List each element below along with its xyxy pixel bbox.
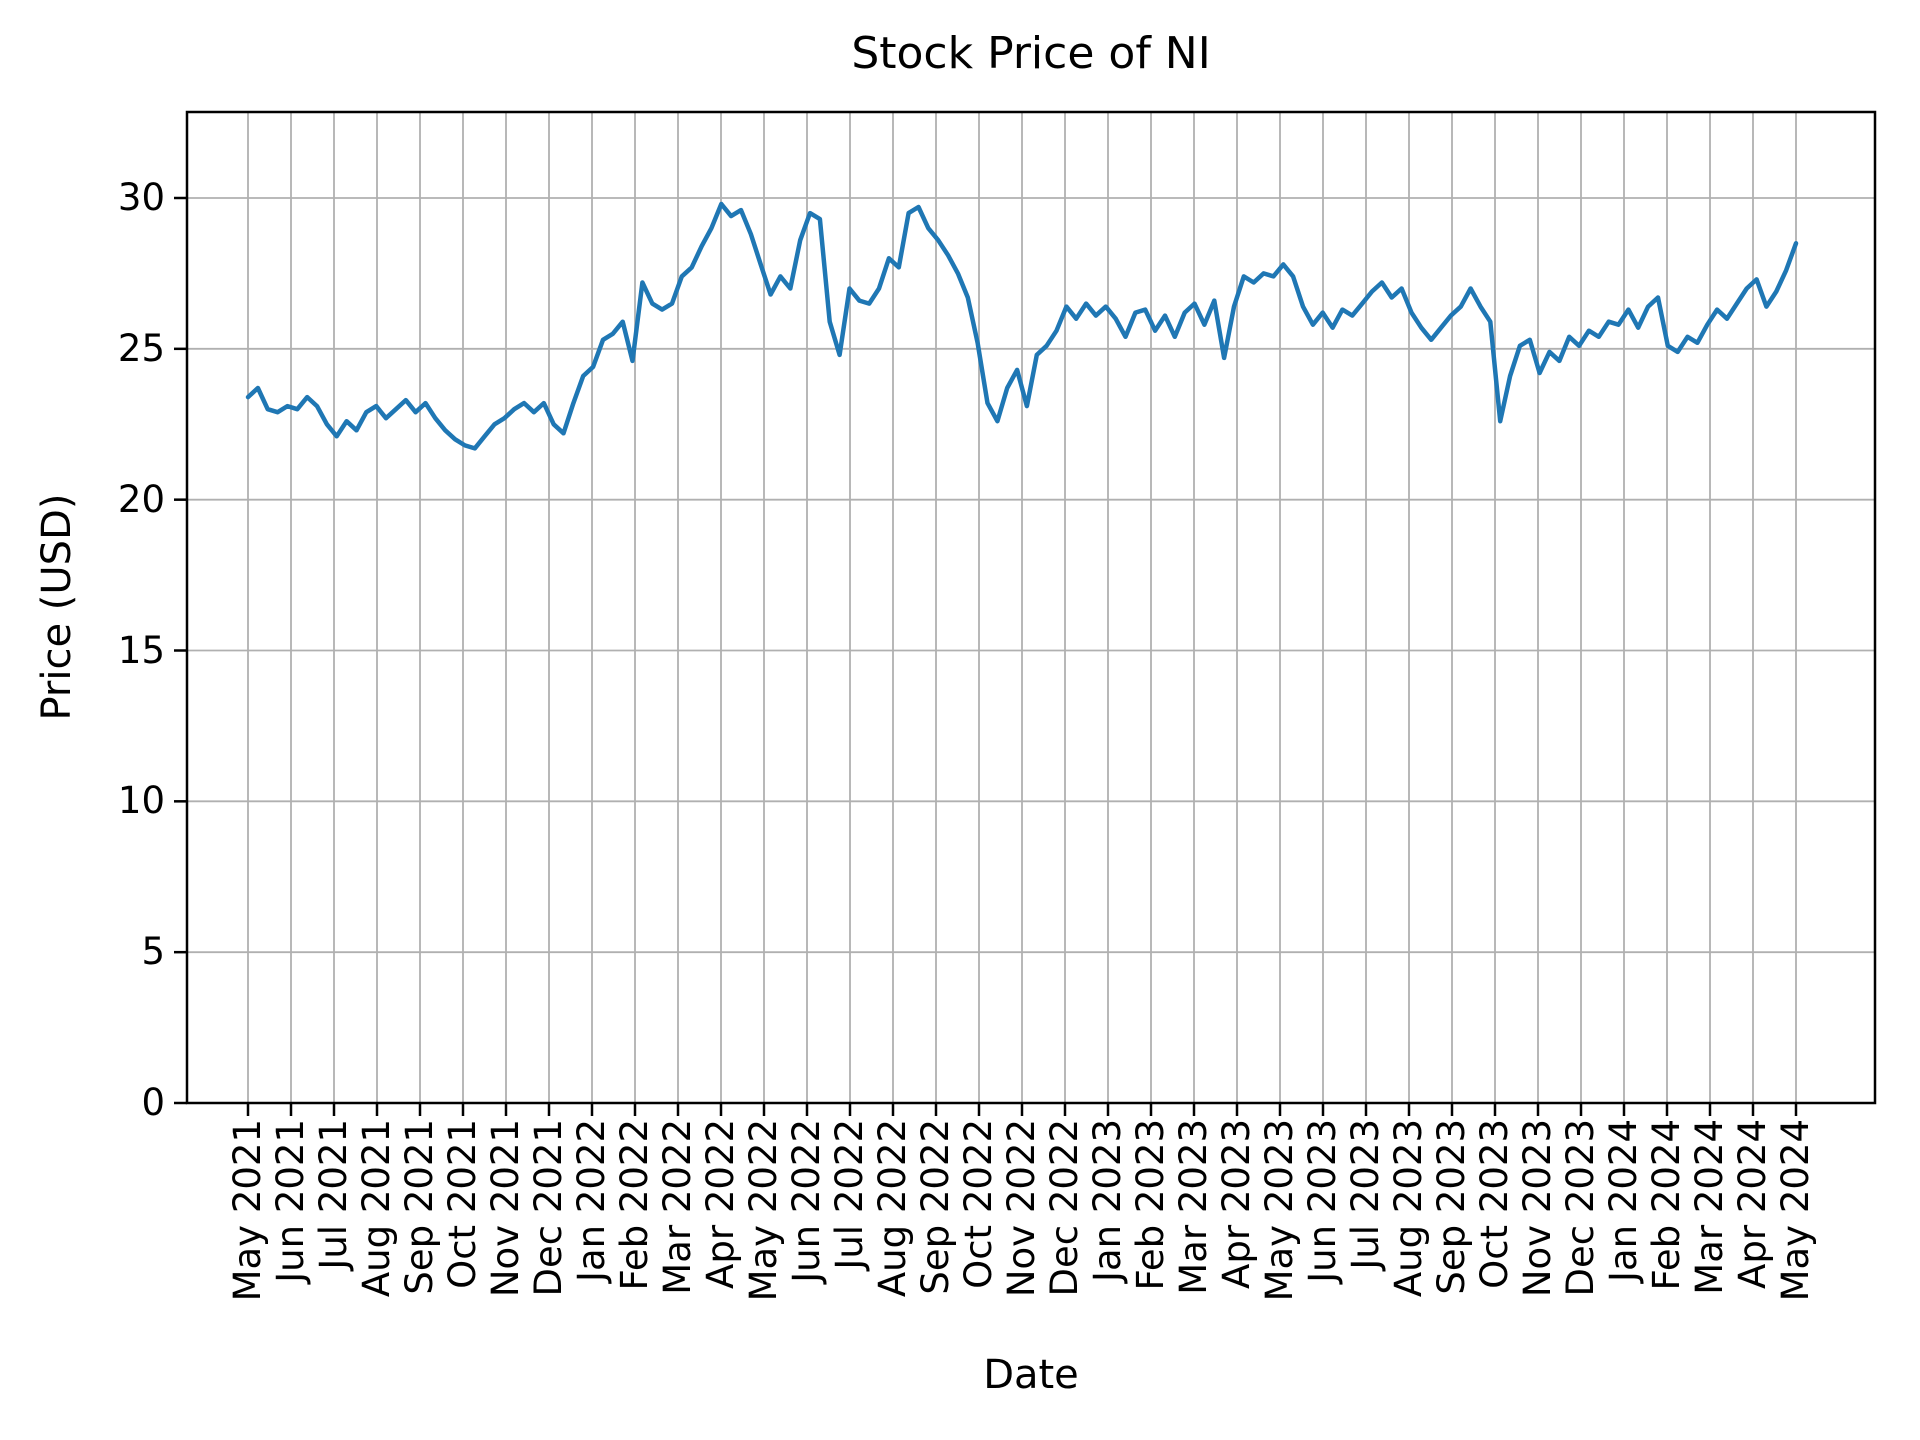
x-tick-label: Nov 2022 <box>1000 1119 1043 1298</box>
x-tick-label: Aug 2021 <box>355 1119 398 1298</box>
x-tick-label: Nov 2023 <box>1516 1119 1559 1298</box>
x-tick-label: May 2024 <box>1774 1119 1817 1302</box>
x-tick-label: Dec 2021 <box>527 1119 570 1297</box>
x-tick-label: Jun 2023 <box>1301 1119 1344 1283</box>
x-tick-label: Feb 2023 <box>1129 1119 1172 1291</box>
x-tick-label: Feb 2022 <box>613 1119 656 1291</box>
x-tick-label: Jan 2022 <box>570 1119 613 1282</box>
x-tick-label: Aug 2022 <box>871 1119 914 1298</box>
x-tick-label: Aug 2023 <box>1387 1119 1430 1298</box>
chart-title: Stock Price of NI <box>851 28 1211 79</box>
x-tick-label: Apr 2022 <box>699 1119 742 1289</box>
x-tick-label: Feb 2024 <box>1645 1119 1688 1291</box>
x-tick-label: Sep 2022 <box>914 1119 957 1295</box>
x-tick-label: Sep 2023 <box>1430 1119 1473 1295</box>
x-tick-label: May 2021 <box>226 1119 269 1302</box>
y-axis-label: Price (USD) <box>34 493 80 721</box>
x-tick-label: Apr 2023 <box>1215 1119 1258 1289</box>
x-tick-label: Dec 2023 <box>1559 1119 1602 1297</box>
price-line-series <box>245 201 1799 451</box>
y-tick-label: 20 <box>117 477 165 521</box>
x-tick-label: Jul 2021 <box>312 1119 355 1270</box>
x-tick-label: Mar 2024 <box>1688 1119 1731 1295</box>
y-tick-label: 5 <box>141 930 165 974</box>
x-tick-label: Mar 2023 <box>1172 1119 1215 1295</box>
y-tick-label: 15 <box>117 628 165 672</box>
x-tick-label: May 2022 <box>742 1119 785 1302</box>
y-tick-label: 10 <box>117 779 165 823</box>
x-axis-label: Date <box>983 1352 1079 1398</box>
x-tick-label: Jan 2024 <box>1602 1119 1645 1282</box>
x-tick-label: Jun 2021 <box>269 1119 312 1283</box>
x-tick-label: Mar 2022 <box>656 1119 699 1295</box>
x-tick-label: Nov 2021 <box>484 1119 527 1298</box>
x-tick-label: Jul 2023 <box>1344 1119 1387 1270</box>
x-tick-label: Oct 2021 <box>441 1119 484 1289</box>
y-tick-label: 30 <box>117 176 165 219</box>
plot-border <box>185 110 1877 1105</box>
y-tick-label: 0 <box>141 1081 165 1124</box>
x-tick-label: Jan 2023 <box>1086 1119 1129 1282</box>
x-tick-label: Oct 2022 <box>957 1119 1000 1289</box>
x-tick-label: Jul 2022 <box>828 1119 871 1270</box>
x-tick-label: May 2023 <box>1258 1119 1301 1302</box>
x-tick-label: Oct 2023 <box>1473 1119 1516 1289</box>
x-tick-label: Jun 2022 <box>785 1119 828 1283</box>
x-tick-label: Apr 2024 <box>1731 1119 1774 1289</box>
y-tick-label: 25 <box>117 326 165 370</box>
x-tick-label: Dec 2022 <box>1043 1119 1086 1297</box>
x-tick-label: Sep 2021 <box>398 1119 441 1295</box>
